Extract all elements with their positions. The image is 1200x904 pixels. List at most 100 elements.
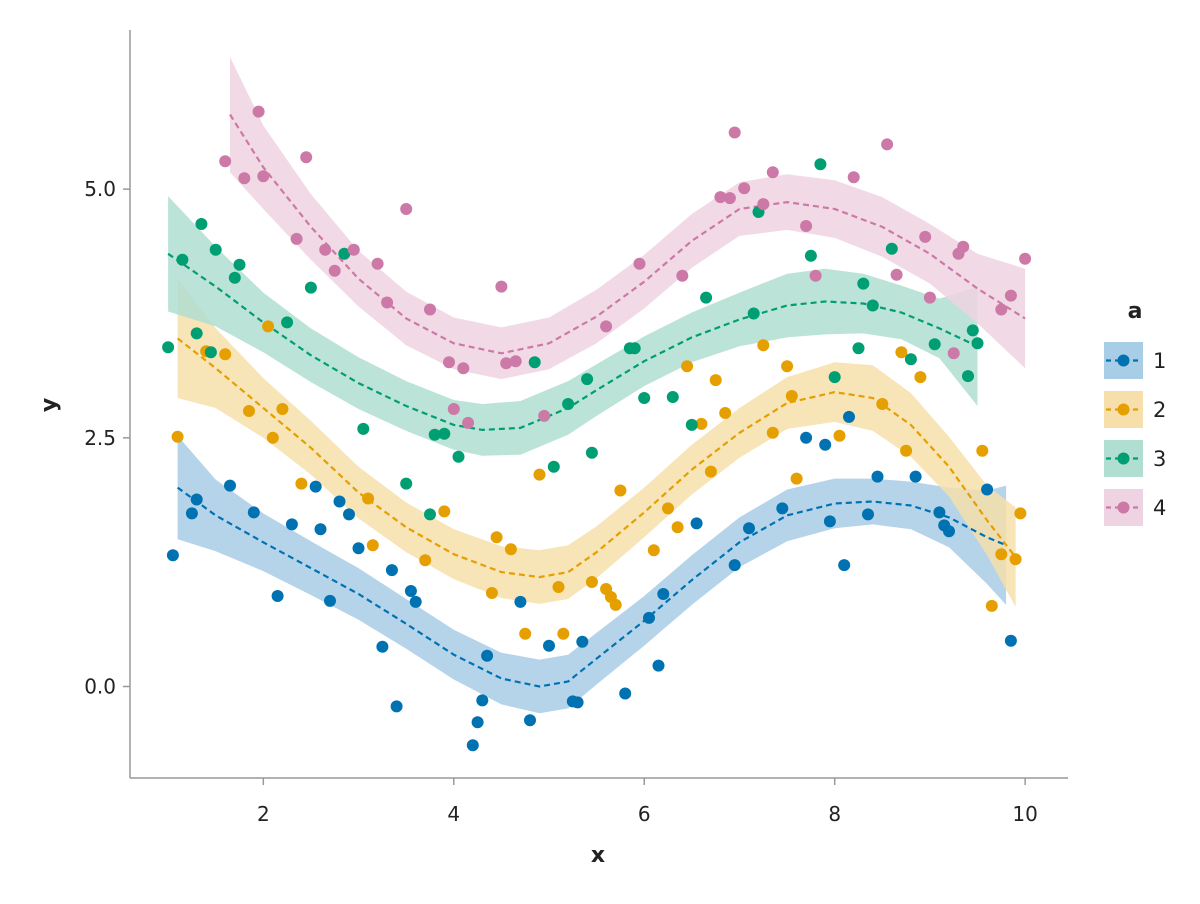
data-point-series-4 xyxy=(509,355,522,368)
data-point-series-4 xyxy=(723,192,736,205)
data-point-series-2 xyxy=(662,502,674,515)
data-point-series-1 xyxy=(185,507,198,520)
data-point-series-2 xyxy=(485,587,498,599)
data-point-series-2 xyxy=(781,360,794,373)
confidence-bands xyxy=(168,56,1026,714)
data-point-series-1 xyxy=(271,590,284,602)
data-point-series-2 xyxy=(985,599,998,612)
data-point-series-4 xyxy=(443,356,455,369)
data-point-series-1 xyxy=(1004,634,1017,647)
data-point-series-2 xyxy=(262,320,275,333)
data-point-series-1 xyxy=(343,508,355,521)
data-point-series-2 xyxy=(704,465,717,478)
data-point-series-3 xyxy=(452,450,465,463)
data-point-series-4 xyxy=(600,320,613,333)
data-point-series-2 xyxy=(438,505,451,518)
data-point-series-4 xyxy=(757,198,770,211)
data-point-series-1 xyxy=(576,635,589,648)
data-point-series-4 xyxy=(424,303,436,316)
data-point-series-1 xyxy=(309,480,322,493)
data-point-series-1 xyxy=(690,517,703,530)
data-point-series-1 xyxy=(819,438,832,451)
data-point-series-1 xyxy=(409,595,422,608)
data-point-series-3 xyxy=(885,242,898,255)
data-point-series-4 xyxy=(400,203,413,215)
data-points xyxy=(162,105,1032,752)
legend-label: 4 xyxy=(1153,496,1166,520)
data-point-series-3 xyxy=(928,338,941,351)
data-point-series-3 xyxy=(638,392,651,404)
data-point-series-1 xyxy=(843,410,855,423)
data-point-series-3 xyxy=(228,271,241,284)
data-point-series-3 xyxy=(857,277,870,290)
data-point-series-4 xyxy=(1004,289,1017,302)
data-point-series-2 xyxy=(914,371,927,384)
y-tick-label: 5.0 xyxy=(84,177,116,201)
data-point-series-4 xyxy=(219,155,232,168)
data-point-series-1 xyxy=(285,518,298,531)
data-point-series-3 xyxy=(700,291,713,304)
data-point-series-1 xyxy=(390,700,403,713)
data-point-series-4 xyxy=(995,303,1008,316)
data-point-series-4 xyxy=(457,362,470,375)
data-point-series-4 xyxy=(495,280,508,293)
data-point-series-2 xyxy=(671,521,684,534)
data-point-series-1 xyxy=(466,739,479,752)
legend-label: 2 xyxy=(1153,398,1166,422)
data-point-series-2 xyxy=(614,484,627,497)
fit-line-series-4 xyxy=(229,113,1026,355)
data-point-series-4 xyxy=(252,105,265,118)
data-point-series-4 xyxy=(257,170,270,183)
data-point-series-1 xyxy=(524,714,536,727)
data-point-series-1 xyxy=(314,523,327,536)
data-point-series-2 xyxy=(1009,553,1022,566)
data-point-series-1 xyxy=(933,506,946,519)
data-point-series-2 xyxy=(976,444,989,457)
data-point-series-2 xyxy=(900,444,913,457)
data-point-series-4 xyxy=(947,347,960,360)
data-point-series-1 xyxy=(376,640,389,653)
data-point-series-2 xyxy=(552,581,565,593)
data-point-series-1 xyxy=(838,559,851,572)
data-point-series-2 xyxy=(419,554,432,567)
fit-lines xyxy=(167,113,1026,688)
data-point-series-1 xyxy=(619,687,632,700)
data-point-series-4 xyxy=(371,257,384,270)
data-point-series-3 xyxy=(585,446,598,459)
fit-line-series-2 xyxy=(176,337,1017,579)
data-point-series-3 xyxy=(190,327,203,340)
confidence-band-series-2 xyxy=(177,278,1016,607)
data-point-series-3 xyxy=(547,460,560,473)
legend-item-3: 3 xyxy=(1104,440,1166,477)
legend-label: 1 xyxy=(1153,349,1166,373)
legend-label: 3 xyxy=(1153,447,1166,471)
y-tick-label: 0.0 xyxy=(84,674,116,698)
data-point-series-4 xyxy=(1019,252,1032,265)
confidence-band-series-4 xyxy=(230,56,1026,380)
data-point-series-3 xyxy=(162,341,175,354)
data-point-series-2 xyxy=(681,360,694,373)
data-point-series-2 xyxy=(1014,507,1027,520)
data-point-series-2 xyxy=(276,403,289,415)
confidence-band-series-3 xyxy=(168,196,978,456)
data-point-series-3 xyxy=(814,158,827,171)
x-axis-title: x xyxy=(591,843,605,868)
x-tick-label: 10 xyxy=(1012,802,1037,826)
confidence-band-series-1 xyxy=(177,435,1007,714)
data-point-series-4 xyxy=(300,151,313,164)
data-point-series-1 xyxy=(476,694,489,707)
data-point-series-3 xyxy=(581,373,594,386)
data-point-series-2 xyxy=(695,417,708,430)
data-point-series-1 xyxy=(862,508,874,521)
fit-line-series-1 xyxy=(176,486,1007,688)
data-point-series-1 xyxy=(471,716,484,729)
data-point-series-3 xyxy=(962,370,974,383)
data-point-series-3 xyxy=(438,427,451,440)
data-point-series-3 xyxy=(281,316,294,329)
data-point-series-3 xyxy=(338,247,351,260)
data-point-series-4 xyxy=(890,268,903,281)
data-point-series-2 xyxy=(785,390,798,402)
data-point-series-4 xyxy=(809,269,822,282)
data-point-series-1 xyxy=(871,470,884,483)
